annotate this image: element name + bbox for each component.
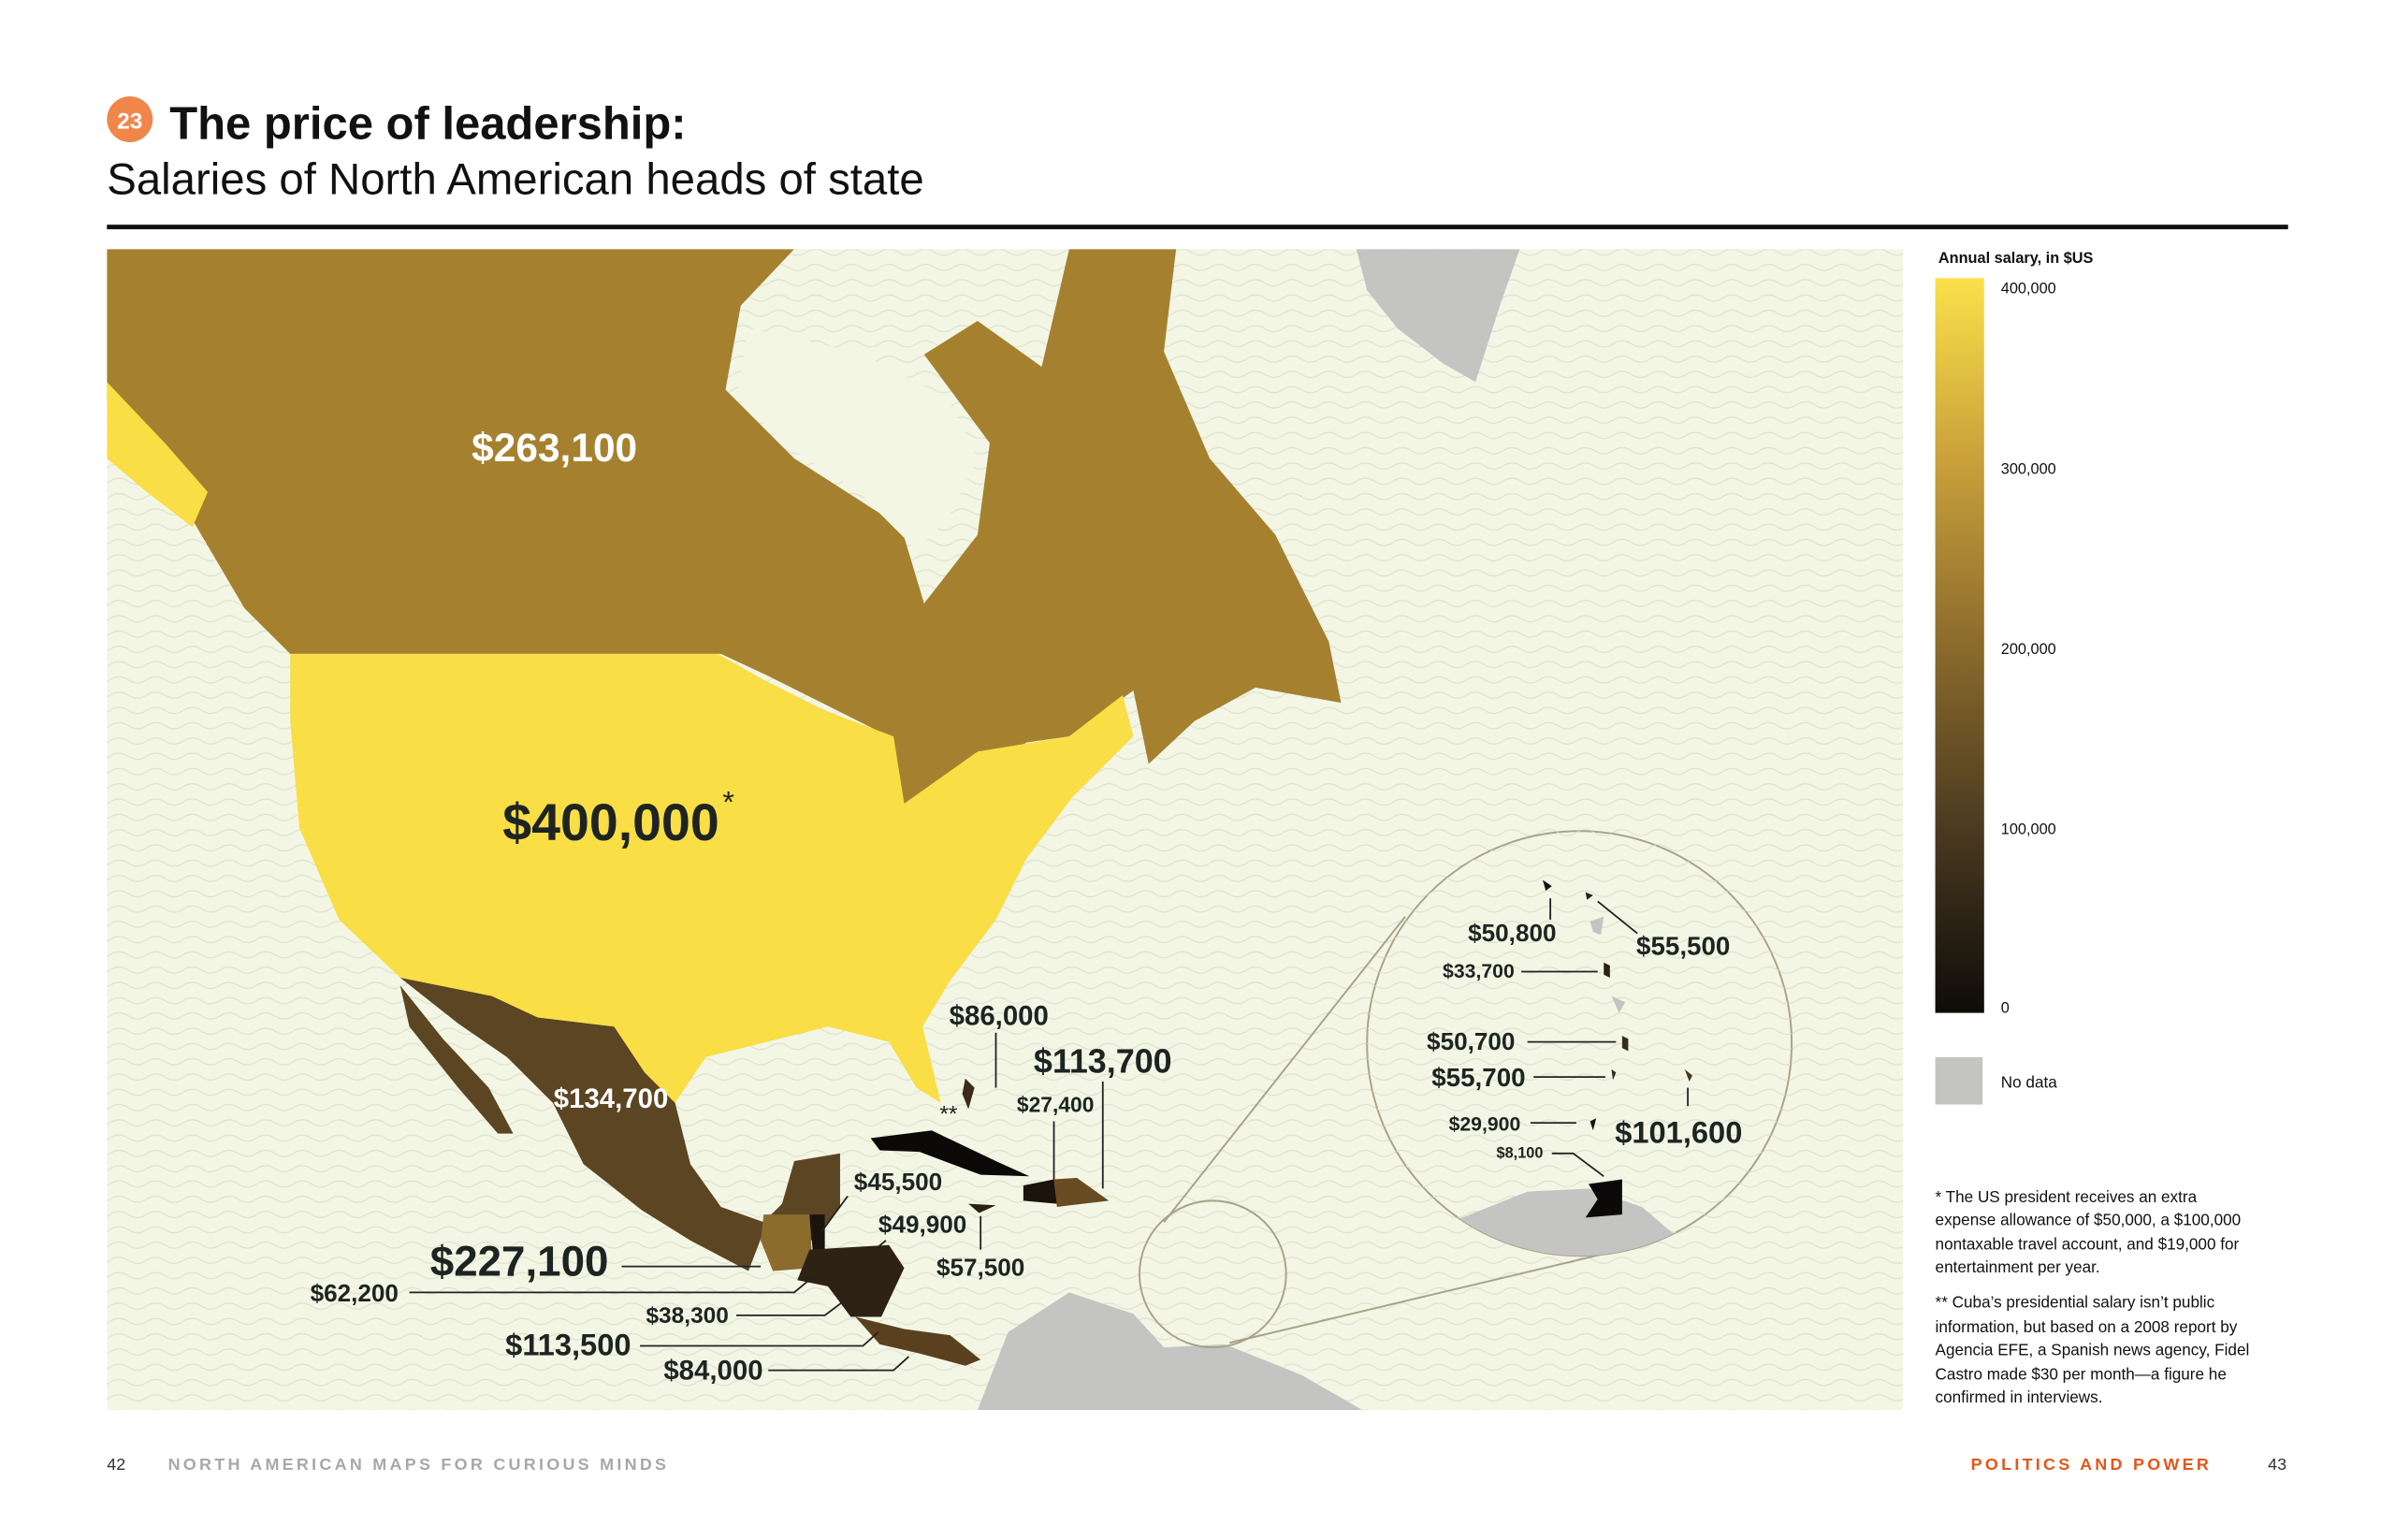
inset-island-e (1611, 1069, 1617, 1081)
inset-label-c: $33,700 (1443, 961, 1515, 982)
region-south-america (977, 1292, 1363, 1411)
label-guatemala: $227,100 (430, 1237, 609, 1285)
leader-honduras-a (735, 1300, 844, 1316)
inset-label-f: $29,900 (1449, 1113, 1521, 1135)
legend-no-data-label: No data (2001, 1073, 2057, 1092)
leader-panama (768, 1356, 910, 1372)
region-cuba (870, 1130, 1030, 1177)
footnote-line: confirmed in interviews. (1936, 1387, 2103, 1406)
legend-no-data-swatch (1935, 1056, 1983, 1105)
region-jamaica (968, 1203, 996, 1213)
inset-label-d: $50,700 (1427, 1027, 1515, 1055)
inset-label-g: $8,100 (1497, 1145, 1544, 1162)
footnote-line: expense allowance of $50,000, a $100,000 (1936, 1211, 2242, 1229)
inset-guadeloupe (1589, 916, 1604, 936)
region-alaska-panhandle (107, 382, 209, 528)
inset-leader-b (1597, 900, 1638, 935)
region-honduras-nicaragua (797, 1244, 905, 1317)
footnotes: * The US president receives an extra exp… (1936, 1187, 2250, 1406)
legend-tick: 0 (2001, 1000, 2010, 1017)
region-dominican-republic (1053, 1177, 1110, 1207)
page-subtitle: Salaries of North American heads of stat… (107, 154, 923, 204)
region-belize (809, 1214, 825, 1250)
label-usa-footnote-mark: * (722, 785, 734, 820)
header-rule (107, 225, 2288, 230)
inset-connector-bottom (1229, 1245, 1635, 1344)
book-title: NORTH AMERICAN MAPS FOR CURIOUS MINDS (168, 1455, 670, 1474)
label-costa-rica: $113,500 (505, 1327, 631, 1361)
label-haiti: $27,400 (1017, 1093, 1095, 1117)
footer: 42 NORTH AMERICAN MAPS FOR CURIOUS MINDS… (107, 1455, 2286, 1474)
label-honduras-b: $49,900 (878, 1211, 966, 1239)
region-baja-california (399, 985, 514, 1134)
region-haiti (1023, 1179, 1057, 1204)
region-greenland (1356, 249, 1520, 383)
section-title: POLITICS AND POWER (1971, 1455, 2212, 1474)
label-panama: $84,000 (663, 1355, 762, 1386)
inset-label-b: $55,500 (1636, 932, 1730, 961)
legend-tick: 200,000 (2001, 641, 2056, 658)
leader-belize (820, 1195, 849, 1232)
label-honduras-a: $38,300 (646, 1303, 728, 1329)
region-hudson-bay (735, 328, 978, 550)
inset-trinidad (1585, 1179, 1622, 1218)
label-mexico: $134,700 (554, 1083, 669, 1114)
label-belize: $45,500 (854, 1168, 942, 1196)
inset-island-h (1684, 1069, 1692, 1082)
region-mexico (399, 978, 840, 1271)
inset-label-h: $101,600 (1615, 1114, 1742, 1149)
inset-label-a: $50,800 (1468, 919, 1556, 947)
legend-tick: 300,000 (2001, 460, 2056, 477)
inset-leader-g (1551, 1152, 1604, 1178)
footnote-line: information, but based on a 2008 report … (1936, 1317, 2238, 1336)
inset-connector-top (1163, 916, 1406, 1223)
legend-title: Annual salary, in $US (1938, 250, 2094, 267)
inset-martinique (1611, 995, 1626, 1013)
chapter-badge (107, 96, 153, 142)
leader-honduras-b (866, 1240, 887, 1257)
footnote-line: entertainment per year. (1936, 1257, 2100, 1276)
leader-costa-rica (640, 1331, 879, 1347)
inset-island-b (1585, 892, 1593, 900)
region-canada (107, 249, 1342, 810)
legend-color-scale (1935, 278, 1984, 1013)
label-canada: $263,100 (472, 426, 637, 470)
inset-island-a (1542, 879, 1552, 891)
page-number-left: 42 (107, 1455, 125, 1474)
footnote-line: * The US president receives an extra (1936, 1187, 2198, 1206)
label-jamaica: $57,500 (936, 1253, 1024, 1281)
legend: Annual salary, in $US 400,000 300,000 20… (1935, 250, 2094, 1105)
label-bahamas: $86,000 (950, 1001, 1049, 1032)
inset-texture (1367, 831, 1793, 1257)
label-dominican-republic: $113,700 (1034, 1041, 1172, 1080)
footnote-line: ** Cuba’s presidential salary isn’t publ… (1936, 1293, 2215, 1312)
inset-source-circle (1138, 1199, 1287, 1349)
inset-label-e: $55,700 (1431, 1063, 1525, 1092)
legend-tick: 100,000 (2001, 821, 2056, 838)
inset-island-f (1589, 1118, 1597, 1131)
header: 23 The price of leadership: Salaries of … (107, 96, 2288, 230)
footnote-line: nontaxable travel account, and $19,000 f… (1936, 1235, 2240, 1254)
page-number-right: 43 (2268, 1455, 2286, 1474)
lesser-antilles-inset: $50,800 $55,500 $33,700 $50,700 $55,700 … (1366, 830, 1793, 1257)
region-costa-rica-panama (855, 1316, 981, 1366)
label-cuba-footnote-mark: ** (939, 1102, 958, 1127)
inset-island-d (1621, 1036, 1629, 1052)
label-usa: $400,000 (502, 793, 719, 851)
map-labels: $263,100 $400,000 * $134,700 $227,100 $6… (311, 426, 1172, 1386)
footnote-line: Castro made $30 per month—a figure he (1936, 1364, 2227, 1383)
region-usa (290, 653, 1134, 1103)
leader-el-salvador (409, 1276, 814, 1294)
footnote-line: Agencia EFE, a Spanish news agency, Fide… (1936, 1340, 2250, 1358)
inset-island-c (1604, 962, 1610, 979)
label-el-salvador: $62,200 (311, 1279, 399, 1307)
page-title: The price of leadership: (169, 99, 686, 150)
chapter-number: 23 (117, 109, 142, 134)
region-guatemala (761, 1214, 813, 1271)
legend-tick: 400,000 (2001, 281, 2056, 298)
